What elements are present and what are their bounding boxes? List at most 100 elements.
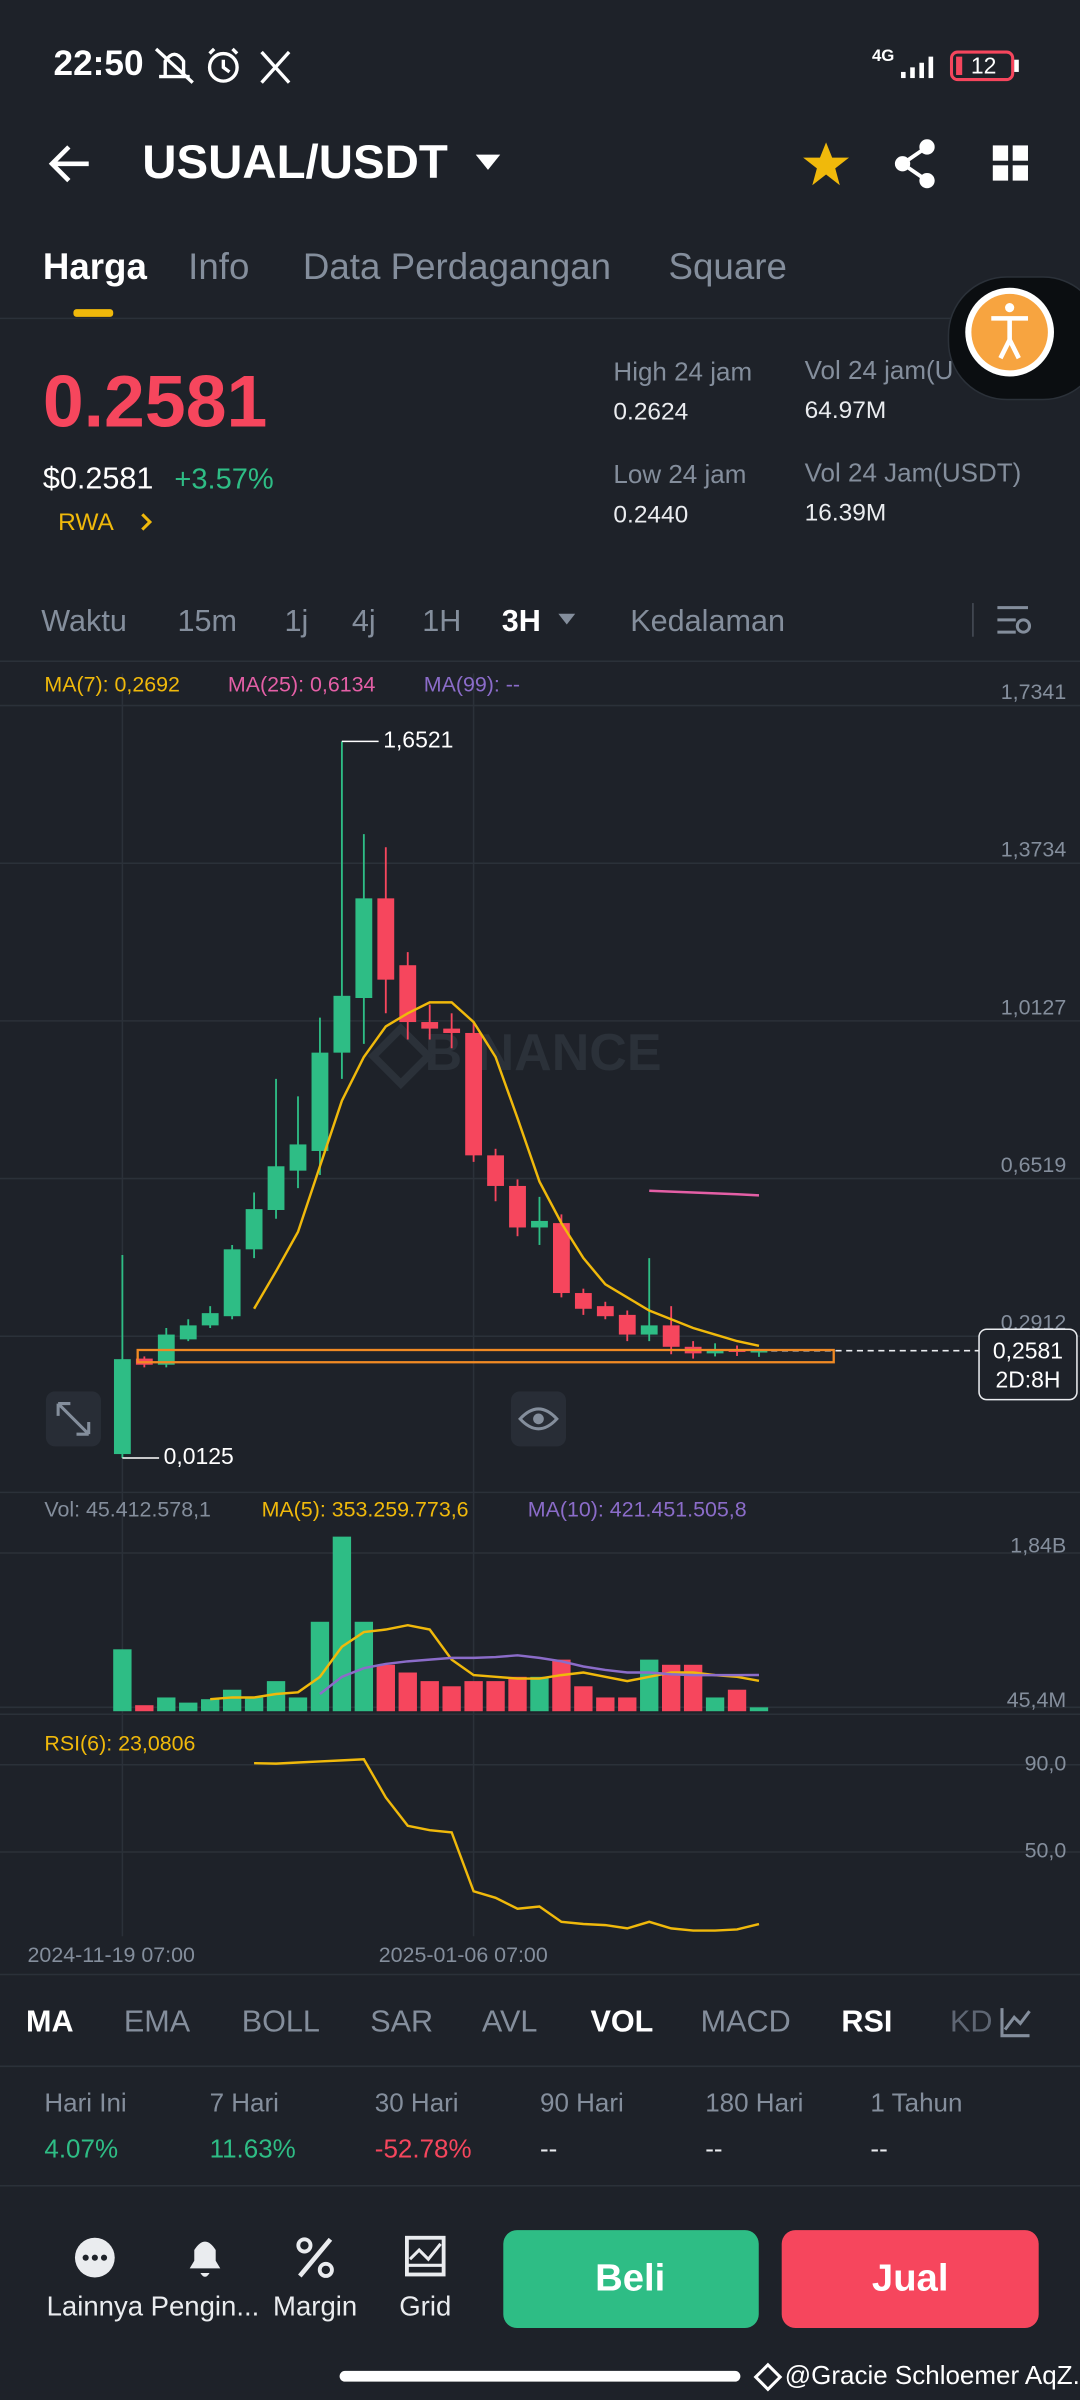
indicator-tab[interactable]: MACD (701, 2005, 791, 2039)
interval[interactable]: Kedalaman (630, 604, 785, 638)
indicator-line (253, 1001, 760, 1348)
tab[interactable]: Data Perdagangan (303, 246, 611, 287)
indicator-tab[interactable]: EMA (124, 2005, 191, 2039)
volume-bar (398, 1672, 417, 1712)
candle-body (618, 1314, 636, 1335)
candle-body (487, 1155, 504, 1186)
watermark-icon (753, 2362, 783, 2392)
indicator-tab[interactable]: MA (26, 2005, 74, 2039)
status-icons (154, 47, 291, 84)
chart-settings[interactable] (997, 606, 1032, 634)
volume-bar (244, 1697, 264, 1712)
grid-menu[interactable] (992, 145, 1028, 181)
accessibility-head (1005, 303, 1015, 313)
eye-icon (518, 1407, 559, 1431)
volume-bar (596, 1697, 615, 1712)
y-tick-label: 50,0 (1025, 1839, 1067, 1863)
nav-label[interactable]: Grid (399, 2290, 451, 2321)
volume-bar (310, 1621, 330, 1712)
low-label: 0,0125 (164, 1443, 234, 1469)
grid-icon[interactable] (404, 2235, 446, 2277)
volume-bar (376, 1664, 395, 1712)
grid-cell (992, 145, 1009, 161)
nav-label[interactable]: Lainnya (47, 2290, 144, 2321)
interval[interactable]: 1j (285, 604, 309, 638)
performance-value: 4.07% (44, 2133, 118, 2163)
back-button[interactable] (48, 145, 89, 183)
candle-body (596, 1306, 614, 1317)
interval[interactable]: 3H (502, 604, 541, 638)
candle-body (245, 1209, 263, 1250)
performance-label: 30 Hari (375, 2087, 459, 2117)
stat-value: 0.2624 (613, 399, 688, 426)
indicator-settings[interactable] (1000, 2008, 1031, 2038)
indicator-tab[interactable]: RSI (841, 2005, 892, 2039)
home-indicator (339, 2370, 741, 2382)
indicator-tab[interactable]: KD (950, 2005, 992, 2039)
candle-body (113, 1359, 131, 1455)
share-button[interactable] (894, 139, 935, 189)
drawing-box (136, 1348, 835, 1364)
candle-body (750, 1350, 768, 1353)
interval-dropdown[interactable] (558, 613, 576, 625)
margin-dot (317, 2261, 334, 2278)
last-price: 0.2581 (43, 361, 268, 443)
signal-bar (919, 62, 924, 79)
share-lines (899, 145, 929, 183)
volume-bar (201, 1699, 220, 1712)
indicator-tab[interactable]: AVL (482, 2005, 538, 2039)
signal-bar (910, 67, 915, 79)
volume-bar (113, 1649, 132, 1712)
volume-bar (266, 1681, 286, 1712)
candle-body (509, 1185, 526, 1228)
candle-body (201, 1313, 219, 1326)
performance-value: -- (870, 2133, 887, 2163)
indicator-tab[interactable]: BOLL (242, 2005, 320, 2039)
indicator-tab[interactable]: VOL (590, 2005, 653, 2039)
nav-label[interactable]: Pengin... (151, 2290, 260, 2321)
favorite-star[interactable] (803, 142, 850, 186)
indicator-line (254, 1757, 760, 1932)
x-tick-label: 2024-11-19 07:00 (28, 1943, 195, 1967)
legend-entry: MA(25): 0,6134 (228, 672, 376, 696)
tab[interactable]: Info (188, 246, 249, 287)
performance-label: 90 Hari (540, 2087, 624, 2117)
signal-bars (901, 56, 934, 79)
performance-value: -52.78% (375, 2133, 472, 2163)
interval[interactable]: 1H (422, 604, 461, 638)
interval[interactable]: 15m (177, 604, 236, 638)
grid-cell (1012, 165, 1028, 181)
indicator-line (319, 1654, 759, 1695)
interval[interactable]: Waktu (41, 604, 127, 638)
alarm-icon (207, 51, 239, 83)
legend-entry: MA(5): 353.259.773,6 (262, 1497, 469, 1521)
candle-body (443, 1028, 461, 1033)
candle-body (662, 1325, 680, 1347)
nav-label[interactable]: Margin (273, 2290, 357, 2321)
signal-bar (928, 56, 934, 79)
indicator-tab[interactable]: SAR (370, 2005, 433, 2039)
interval[interactable]: 4j (352, 604, 376, 638)
signal-bar (901, 71, 906, 79)
y-tick-label: 0,6519 (1001, 1153, 1066, 1177)
sell-button[interactable] (781, 2230, 1039, 2329)
margin-icon[interactable] (298, 2237, 333, 2278)
pair-dropdown[interactable] (475, 154, 501, 170)
margin-dot (296, 2237, 313, 2254)
volume-bar (727, 1689, 747, 1712)
stat-value: 16.39M (805, 500, 887, 527)
legend-entry: MA(10): 421.451.505,8 (528, 1497, 747, 1521)
high-label: 1,6521 (383, 726, 453, 752)
tab[interactable]: Harga (43, 246, 148, 287)
dot (82, 2254, 89, 2261)
y-tick-label: 1,84B (1010, 1534, 1066, 1558)
bell-icon[interactable] (189, 2241, 221, 2277)
sector-tag[interactable]: RWA (58, 509, 114, 536)
volume-bar (135, 1705, 154, 1712)
status-time: 22:50 (54, 44, 144, 83)
battery-level: 12 (971, 52, 997, 78)
buy-button[interactable] (503, 2230, 759, 2329)
volume-bar (486, 1681, 505, 1712)
tab[interactable]: Square (668, 246, 786, 287)
